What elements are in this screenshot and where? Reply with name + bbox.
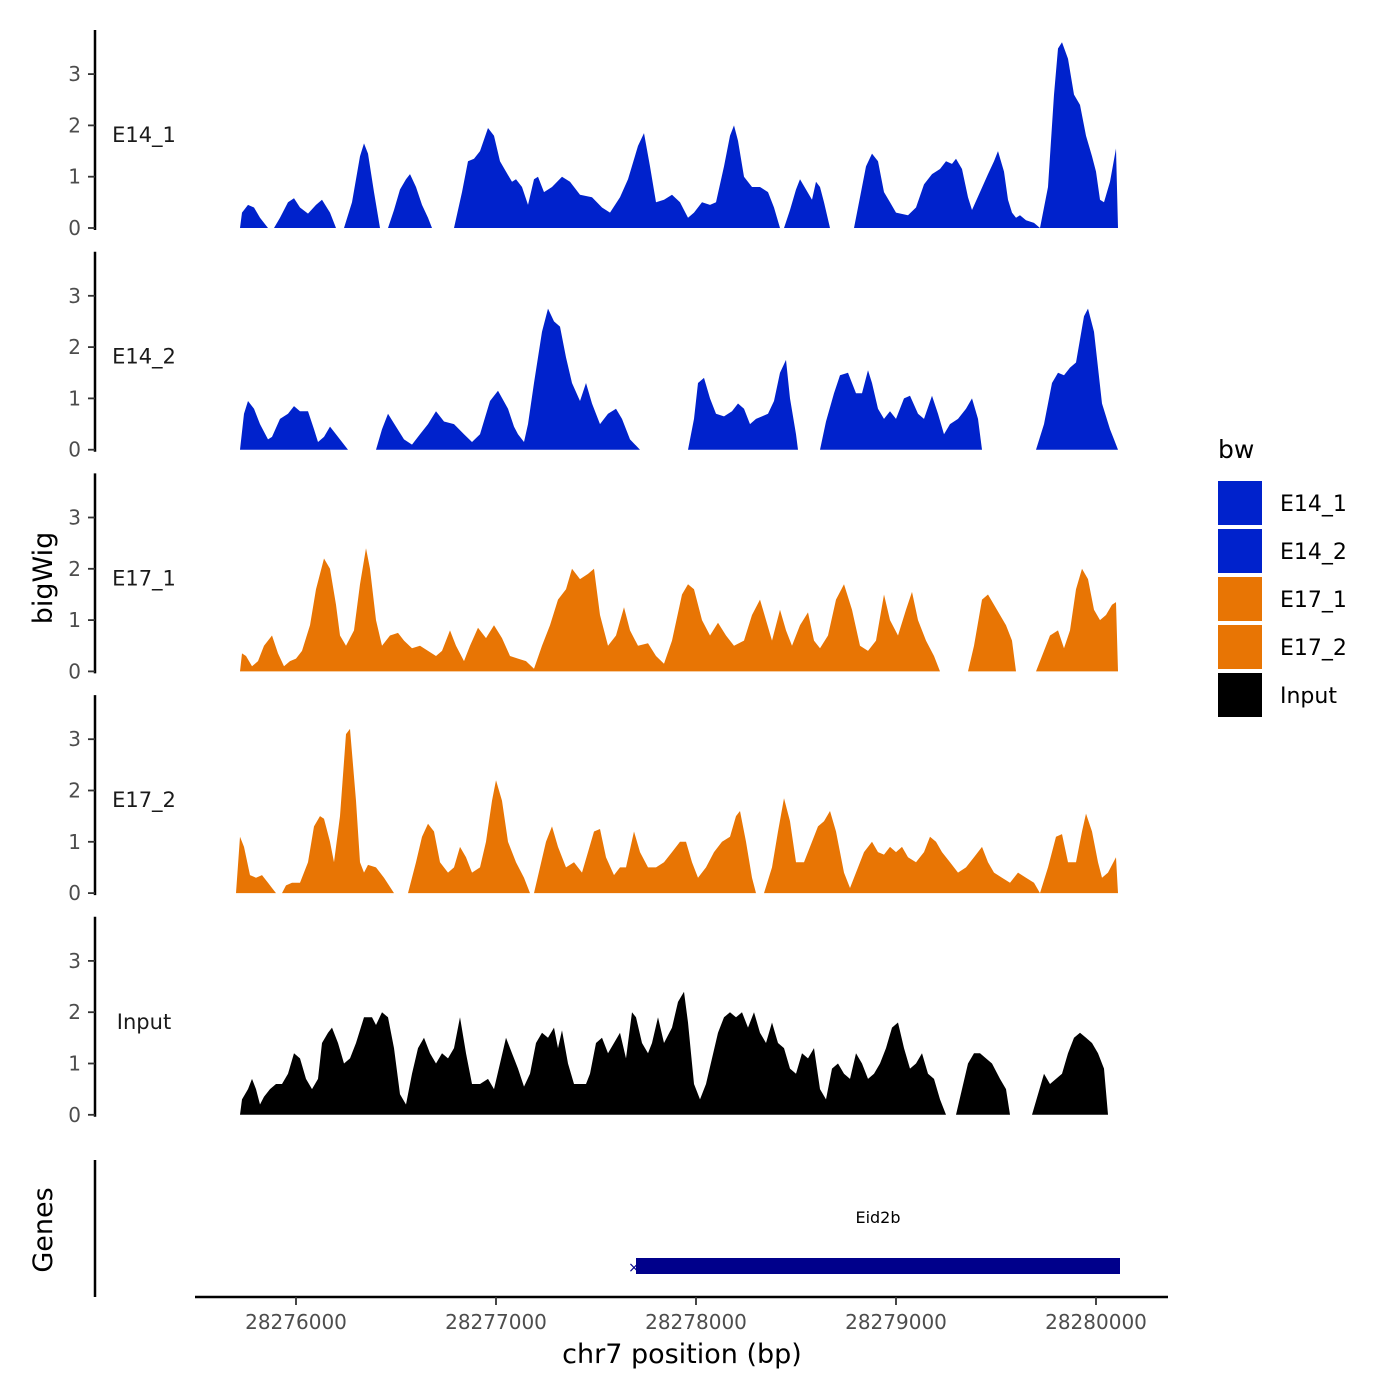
x-tick-label: 28276000 [245, 1310, 347, 1334]
y-tick-label: 2 [68, 113, 81, 137]
signal-area [956, 1053, 1010, 1115]
signal-area [1036, 308, 1118, 450]
signal-area [454, 125, 780, 228]
y-tick-label: 0 [68, 216, 81, 240]
y-tick-label: 3 [68, 506, 81, 530]
legend-swatch [1218, 481, 1262, 525]
signal-area [408, 780, 530, 894]
y-tick-label: 2 [68, 1000, 81, 1024]
signal-area [764, 798, 1040, 894]
legend-item-E14_1: E14_1 [1218, 481, 1347, 525]
legend-item-E14_2: E14_2 [1218, 529, 1347, 573]
track-label: E14_1 [112, 123, 176, 148]
signal-area [854, 151, 1040, 228]
signal-area [240, 991, 946, 1115]
legend-label: E17_2 [1280, 636, 1347, 661]
y-axis-title: bigWig [28, 532, 59, 625]
legend-label: E17_1 [1280, 588, 1347, 613]
y-tick-label: 1 [68, 608, 81, 632]
legend-item-Input: Input [1218, 673, 1337, 717]
track-E14_2: 0 1 2 3 E14_2 [68, 251, 1118, 462]
y-tick-label: 3 [68, 727, 81, 751]
signal-area [376, 308, 640, 450]
signal-area [820, 370, 982, 450]
legend: bw E14_1 E14_2 E17_1 E17_2 Input [1218, 435, 1347, 717]
signal-area [968, 594, 1016, 672]
x-tick-label: 28278000 [645, 1310, 747, 1334]
legend-label: E14_1 [1280, 492, 1347, 517]
track-Input: 0 1 2 3 Input [68, 916, 1108, 1127]
signal-area [1040, 813, 1118, 894]
y-tick-label: 2 [68, 557, 81, 581]
track-label: Input [117, 1010, 171, 1034]
y-tick-label: 0 [68, 1103, 81, 1127]
signal-area [236, 836, 276, 894]
x-axis: 28276000 28277000 28278000 28279000 28280000 [195, 1295, 1168, 1334]
y-tick-label: 3 [68, 62, 81, 86]
signal-area [388, 174, 432, 228]
y-tick-label: 1 [68, 830, 81, 854]
signal-area [240, 548, 940, 672]
y-tick-label: 2 [68, 335, 81, 359]
signal-area [688, 359, 798, 450]
signal-area [1032, 1032, 1108, 1115]
gene-Eid2b: × Eid2b [628, 1208, 1120, 1276]
signal-area [240, 204, 268, 228]
track-E14_1: 0 1 2 3 E14_1 [68, 30, 1118, 240]
legend-swatch [1218, 529, 1262, 573]
track-label: E14_2 [112, 345, 176, 370]
legend-item-E17_1: E17_1 [1218, 577, 1347, 621]
legend-title: bw [1218, 435, 1254, 464]
y-tick-label: 1 [68, 386, 81, 410]
track-E17_1: 0 1 2 3 E17_1 [68, 473, 1118, 683]
track-label: E17_1 [112, 566, 176, 591]
y-tick-label: 0 [68, 881, 81, 905]
y-tick-label: 0 [68, 438, 81, 462]
legend-swatch [1218, 577, 1262, 621]
y-tick-label: 2 [68, 779, 81, 803]
signal-area [534, 811, 756, 894]
track-label: E17_2 [112, 788, 176, 813]
signal-area [1040, 42, 1118, 228]
x-axis-title: chr7 position (bp) [562, 1339, 802, 1370]
y-tick-label: 3 [68, 284, 81, 308]
signal-area [282, 728, 394, 894]
legend-label: E14_2 [1280, 540, 1347, 565]
legend-swatch [1218, 673, 1262, 717]
y-tick-label: 1 [68, 165, 81, 189]
signal-area [344, 143, 380, 228]
x-tick-label: 28277000 [445, 1310, 547, 1334]
track-E17_2: 0 1 2 3 E17_2 [68, 695, 1118, 905]
x-tick-label: 28280000 [1045, 1310, 1147, 1334]
signal-area [240, 401, 348, 450]
legend-swatch [1218, 625, 1262, 669]
gene-body [636, 1258, 1120, 1274]
y-tick-label: 1 [68, 1052, 81, 1076]
y-tick-label: 3 [68, 949, 81, 973]
signal-area [1036, 568, 1118, 672]
x-tick-label: 28279000 [845, 1310, 947, 1334]
y-tick-label: 0 [68, 659, 81, 683]
gene-label: Eid2b [855, 1208, 900, 1227]
legend-item-E17_2: E17_2 [1218, 625, 1347, 669]
legend-label: Input [1280, 684, 1337, 709]
signal-area [274, 198, 336, 228]
gene-track: × Eid2b [93, 1160, 1120, 1297]
bigwig-tracks: 0 1 2 3 E14_1 0 1 2 3 E14_2 0 1 2 3 E17_1 0 1 2 3 E17_2 0 1 2 3… [68, 30, 1118, 1127]
gene-strand-marker: × [628, 1260, 640, 1276]
genes-axis-title: Genes [28, 1187, 59, 1272]
signal-area [784, 179, 830, 228]
